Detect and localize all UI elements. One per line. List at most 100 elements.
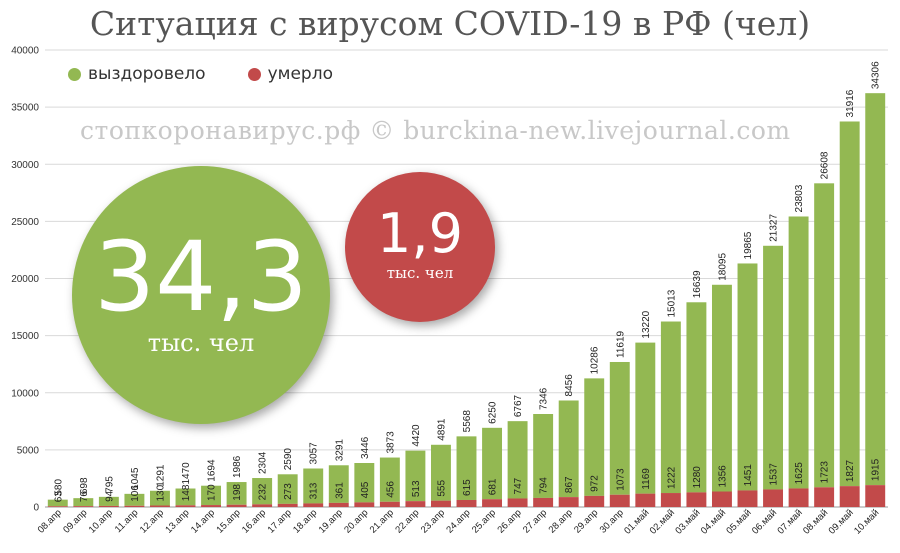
data-label-deaths: 1827 [845,459,856,482]
bar-deaths [482,499,503,507]
recovered-total-bubble: 34,3 тыс. чел [72,166,330,424]
deaths-total-bubble: 1,9 тыс. чел [345,172,495,322]
bar-deaths [252,504,273,507]
data-label-recovered: 34306 [871,61,882,89]
x-tick-label: 01.май [622,507,651,536]
data-label-recovered: 7346 [539,387,550,410]
x-tick-label: 29.апр [572,507,600,535]
data-label-deaths: 513 [411,480,422,497]
x-tick-label: 13.апр [163,507,191,535]
data-label-deaths: 794 [539,477,550,494]
bar-deaths [533,497,554,507]
data-label-recovered: 1986 [232,455,243,478]
bar-recovered [149,490,170,506]
data-label-deaths: 76 [79,491,90,503]
bar-recovered [482,427,503,500]
bar-recovered [865,93,886,486]
bar-deaths [175,505,196,507]
y-tick-label: 40000 [11,46,39,57]
bar-deaths [660,493,681,507]
x-tick-label: 25.апр [470,507,498,535]
data-label-recovered: 31916 [845,89,856,117]
data-label-recovered: 13220 [641,310,652,338]
bar-recovered [47,499,68,507]
y-tick-label: 20000 [11,274,39,285]
x-tick-label: 18.апр [291,507,319,535]
x-tick-label: 24.апр [444,507,472,535]
data-label-deaths: 130 [155,484,166,501]
data-label-recovered: 580 [53,479,64,496]
bar-recovered [328,465,349,503]
bar-deaths [149,505,170,507]
data-label-deaths: 1356 [717,465,728,488]
bar-deaths [711,491,732,507]
x-tick-label: 20.апр [342,507,370,535]
deaths-total-value: 1,9 [377,202,463,265]
data-label-recovered: 3873 [385,431,396,454]
legend-label-recovered: выздоровело [88,64,206,84]
bar-recovered [303,468,324,504]
x-tick-label: 10.апр [87,507,115,535]
bar-deaths [73,506,94,507]
legend: выздоровело умерло [68,64,375,84]
bar-recovered [763,245,784,490]
data-label-deaths: 1451 [743,464,754,487]
legend-label-deaths: умерло [267,64,333,84]
x-tick-label: 08.май [801,507,830,536]
x-tick-label: 26.апр [495,507,523,535]
y-tick-label: 35000 [11,103,39,114]
x-tick-label: 16.апр [240,507,268,535]
watermark: стопкоронавирус.рф © burckina-new.livejo… [80,116,791,145]
bar-deaths [430,500,451,507]
bar-deaths [635,493,656,507]
bar-recovered [686,302,707,493]
bar-deaths [839,486,860,507]
chart-title: Ситуация с вирусом COVID-19 в РФ (чел) [89,4,811,43]
data-label-recovered: 19865 [743,231,754,259]
bar-deaths [456,499,477,507]
y-tick-label: 30000 [11,160,39,171]
data-label-deaths: 1073 [615,468,626,491]
data-label-deaths: 615 [462,479,473,496]
data-label-deaths: 1169 [641,468,652,490]
data-label-recovered: 1045 [130,467,141,490]
data-label-recovered: 10286 [590,346,601,374]
bar-deaths [303,503,324,507]
bar-recovered [277,474,298,504]
bar-recovered [609,361,630,495]
data-label-deaths: 273 [283,483,294,500]
bar-deaths [865,485,886,507]
bar-recovered [814,183,835,488]
legend-item-recovered: выздоровело [68,64,206,84]
data-label-recovered: 16639 [692,270,703,298]
bar-recovered [379,457,400,502]
x-tick-label: 10.май [852,507,881,536]
recovered-total-value: 34,3 [94,221,308,333]
data-label-recovered: 795 [104,476,115,493]
bar-recovered [660,321,681,494]
data-label-deaths: 456 [385,481,396,498]
data-label-deaths: 1625 [794,462,805,485]
data-label-recovered: 3057 [309,442,320,465]
bar-recovered [354,463,375,503]
bar-deaths [763,489,784,507]
bar-recovered [430,444,451,501]
bar-recovered [405,450,426,502]
data-label-deaths: 555 [436,480,447,497]
bar-recovered [124,493,145,506]
x-tick-label: 19.апр [317,507,345,535]
bar-deaths [124,505,145,507]
data-label-recovered: 5568 [462,410,473,433]
bar-recovered [73,498,94,507]
data-label-recovered: 3446 [360,436,371,459]
bar-recovered [737,263,758,491]
bar-deaths [201,505,222,507]
data-label-recovered: 3291 [334,439,345,462]
x-tick-label: 05.май [724,507,753,536]
bar-recovered [788,216,809,489]
bar-deaths [354,502,375,507]
data-label-deaths: 170 [207,484,218,501]
data-label-recovered: 8456 [564,374,575,397]
x-tick-label: 14.апр [189,507,217,535]
data-label-deaths: 63 [53,491,64,503]
